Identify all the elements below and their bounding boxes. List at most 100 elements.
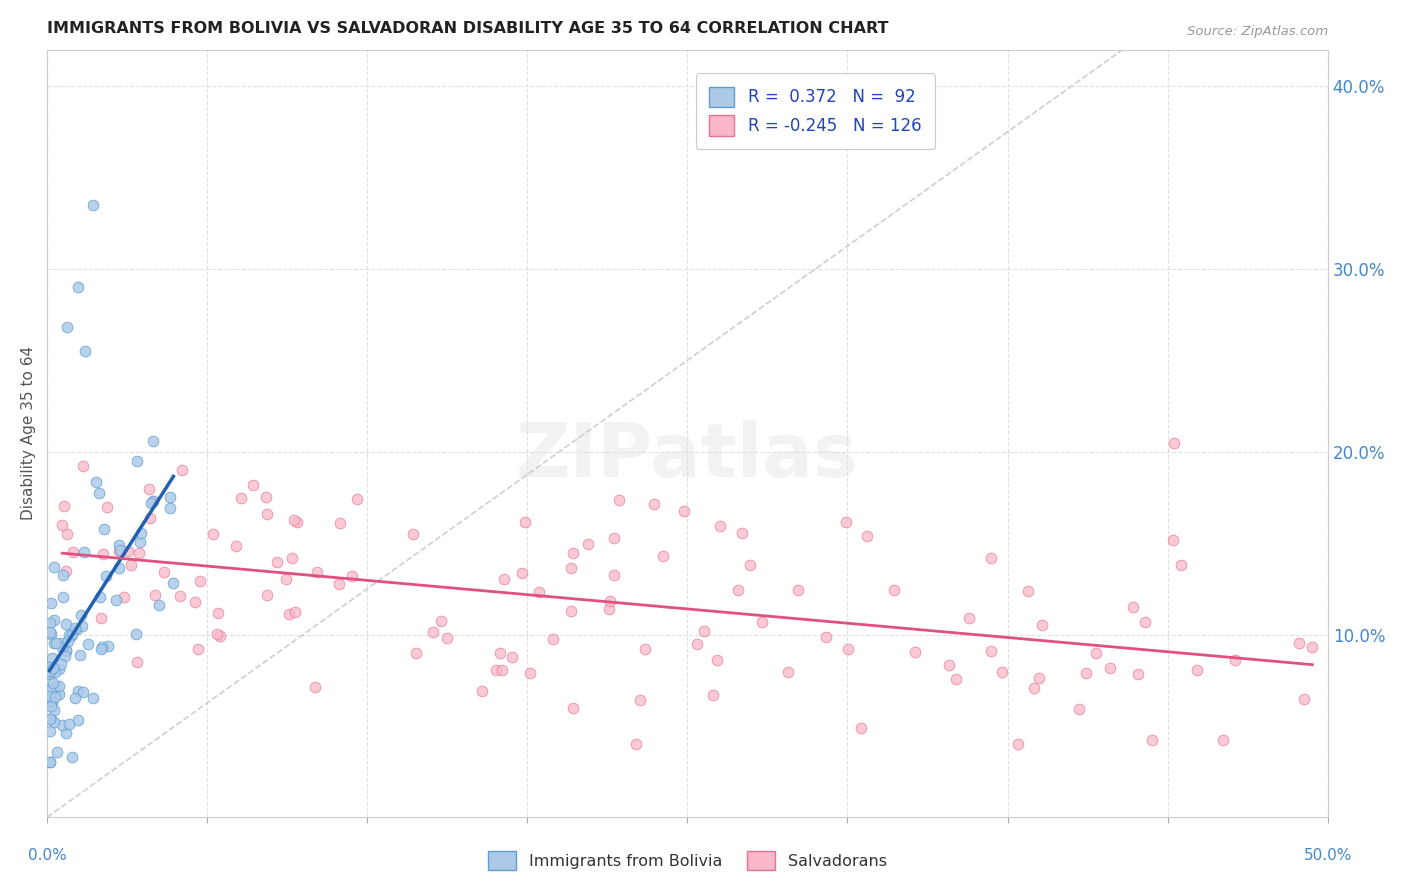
- Point: [46, 745, 69, 759]
- Point: [242, 478, 264, 492]
- Point: [256, 508, 278, 522]
- Point: [738, 558, 761, 572]
- Point: [643, 497, 665, 511]
- Point: [69, 607, 91, 622]
- Point: [202, 527, 225, 541]
- Point: [945, 673, 967, 687]
- Point: [1031, 617, 1053, 632]
- Point: [38, 689, 60, 703]
- Point: [51, 635, 73, 649]
- Point: [55, 726, 77, 740]
- Point: [56, 633, 79, 648]
- Point: [628, 693, 651, 707]
- Point: [72, 685, 94, 699]
- Text: ZIPatlas: ZIPatlas: [516, 420, 859, 493]
- Point: [42, 714, 65, 729]
- Point: [603, 531, 626, 545]
- Point: [75, 344, 97, 359]
- Point: [329, 516, 352, 531]
- Point: [607, 493, 630, 508]
- Point: [281, 551, 304, 566]
- Point: [42, 703, 65, 717]
- Point: [188, 574, 211, 588]
- Point: [66, 280, 89, 294]
- Point: [142, 494, 165, 508]
- Point: [835, 515, 858, 529]
- Point: [634, 642, 657, 657]
- Point: [82, 690, 104, 705]
- Point: [541, 632, 564, 646]
- Point: [58, 628, 80, 642]
- Point: [430, 614, 453, 628]
- Point: [38, 724, 60, 739]
- Point: [814, 630, 837, 644]
- Legend: Immigrants from Bolivia, Salvadorans: Immigrants from Bolivia, Salvadorans: [479, 843, 896, 879]
- Point: [139, 496, 162, 510]
- Point: [501, 649, 523, 664]
- Point: [53, 649, 76, 664]
- Point: [91, 640, 114, 654]
- Point: [274, 572, 297, 586]
- Point: [128, 546, 150, 560]
- Point: [63, 690, 86, 705]
- Point: [51, 640, 73, 654]
- Point: [60, 749, 83, 764]
- Point: [169, 589, 191, 603]
- Point: [672, 504, 695, 518]
- Point: [603, 567, 626, 582]
- Point: [849, 722, 872, 736]
- Point: [731, 526, 754, 541]
- Point: [346, 492, 368, 507]
- Point: [38, 666, 60, 681]
- Point: [471, 683, 494, 698]
- Point: [576, 537, 599, 551]
- Point: [90, 611, 112, 625]
- Point: [39, 616, 62, 631]
- Point: [529, 584, 551, 599]
- Point: [42, 661, 65, 675]
- Point: [52, 590, 75, 604]
- Point: [142, 493, 165, 508]
- Point: [283, 513, 305, 527]
- Point: [1028, 671, 1050, 685]
- Point: [96, 500, 118, 514]
- Point: [82, 198, 104, 212]
- Point: [727, 583, 749, 598]
- Point: [110, 543, 132, 558]
- Point: [51, 517, 73, 532]
- Point: [207, 606, 229, 620]
- Point: [52, 567, 75, 582]
- Point: [980, 644, 1002, 658]
- Point: [70, 618, 93, 632]
- Point: [45, 635, 67, 649]
- Point: [562, 700, 585, 714]
- Point: [41, 698, 63, 713]
- Point: [38, 665, 60, 680]
- Point: [231, 491, 253, 505]
- Point: [515, 516, 537, 530]
- Point: [131, 525, 153, 540]
- Point: [787, 582, 810, 597]
- Point: [77, 637, 100, 651]
- Point: [67, 713, 90, 727]
- Point: [991, 665, 1014, 680]
- Point: [66, 683, 89, 698]
- Point: [39, 712, 62, 726]
- Point: [138, 482, 160, 496]
- Point: [128, 535, 150, 549]
- Point: [148, 598, 170, 612]
- Point: [38, 756, 60, 770]
- Point: [1225, 653, 1247, 667]
- Point: [42, 676, 65, 690]
- Point: [485, 663, 508, 677]
- Point: [938, 657, 960, 672]
- Point: [170, 462, 193, 476]
- Point: [1142, 732, 1164, 747]
- Point: [510, 566, 533, 581]
- Point: [1084, 646, 1107, 660]
- Point: [560, 604, 582, 618]
- Point: [1185, 663, 1208, 677]
- Point: [1292, 692, 1315, 706]
- Point: [44, 690, 66, 705]
- Point: [184, 595, 207, 609]
